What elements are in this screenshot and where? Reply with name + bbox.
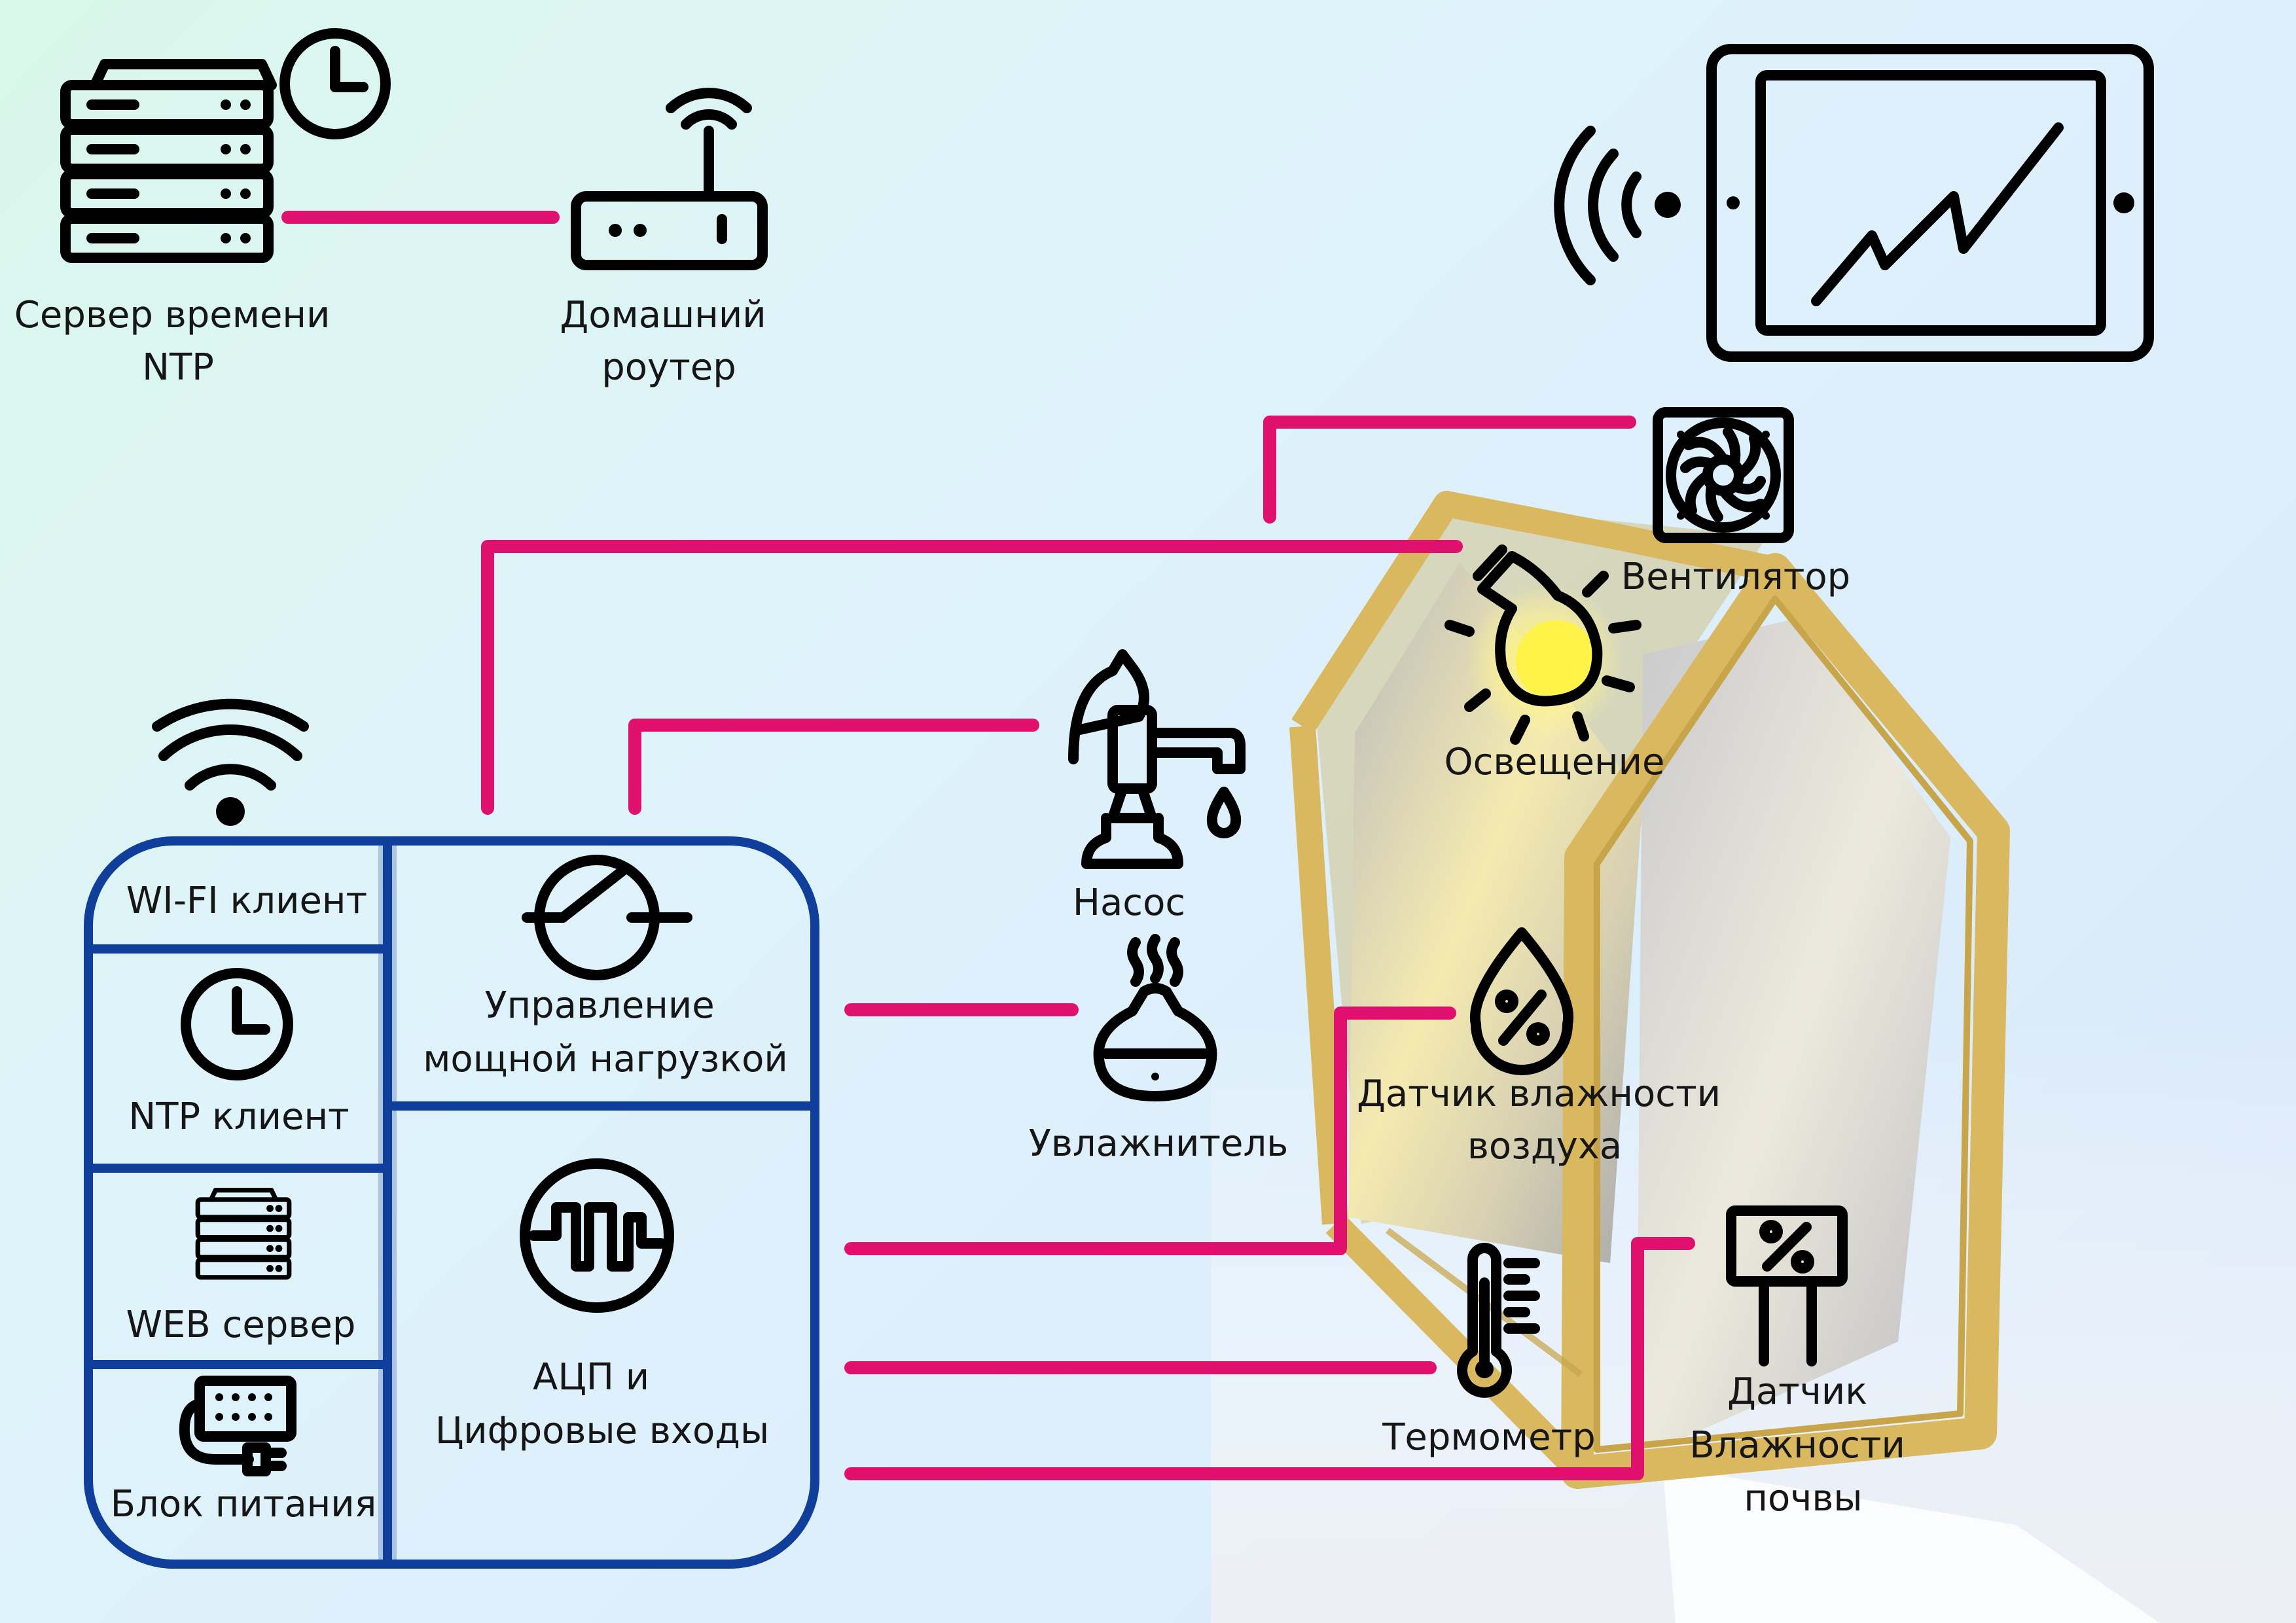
- thermometer-icon: [1457, 1243, 1540, 1398]
- router-icon: [571, 88, 768, 270]
- wifi-client-label: WI-FI клиент: [126, 880, 367, 922]
- air-humidity-label: Датчик влажности воздуха: [1357, 1073, 1732, 1168]
- ntp-client-label: NTP клиент: [128, 1096, 349, 1138]
- adc-inputs-label: АЦП и Цифровые входы: [435, 1356, 769, 1452]
- power-supply-label: Блок питания: [111, 1483, 377, 1525]
- soil-sensor-icon: [1726, 1205, 1848, 1366]
- link-fan: [1263, 416, 1636, 524]
- link-pump: [628, 719, 1039, 815]
- soil-sensor-label: Датчик Влажности почвы: [1689, 1370, 1916, 1520]
- web-server-label: WEB сервер: [126, 1304, 356, 1346]
- connection-lines: [281, 211, 1695, 1480]
- link-air-humidity: [844, 1007, 1456, 1255]
- power-supply-icon: [179, 1376, 296, 1476]
- fan-label: Вентилятор: [1621, 556, 1850, 598]
- humidity-drop-icon: [1469, 927, 1574, 1075]
- pump-label: Насос: [1073, 882, 1185, 924]
- pump-icon: [1068, 649, 1246, 869]
- light-bulb-icon: [1444, 544, 1641, 745]
- load-control-label: Управление мощной нагрузкой: [423, 984, 788, 1080]
- link-soil-sensor: [844, 1237, 1695, 1480]
- ntp-server-label: Сервер времени NTP: [14, 294, 342, 389]
- fan-icon: [1653, 407, 1794, 543]
- wifi-icon: [152, 698, 309, 826]
- greenhouse: [1289, 491, 2160, 1623]
- light-label: Освещение: [1444, 741, 1665, 783]
- link-light: [481, 540, 1463, 815]
- signal-wave-icon: [520, 1158, 674, 1313]
- wifi-signal-icon: [1554, 126, 1681, 285]
- humidifier-label: Увлажнитель: [1029, 1122, 1289, 1165]
- controller-board: [84, 836, 819, 1569]
- router-label: Домашний роутер: [560, 294, 778, 389]
- server-icon: [60, 59, 277, 263]
- relay-switch-icon: [522, 855, 692, 980]
- humidifier-icon: [1093, 934, 1217, 1101]
- clock-icon: [279, 28, 391, 139]
- tablet-chart-icon: [1706, 44, 2154, 362]
- ntp-client-clock-icon: [181, 968, 293, 1080]
- web-server-icon: [195, 1188, 292, 1280]
- thermometer-label: Термометр: [1382, 1416, 1596, 1459]
